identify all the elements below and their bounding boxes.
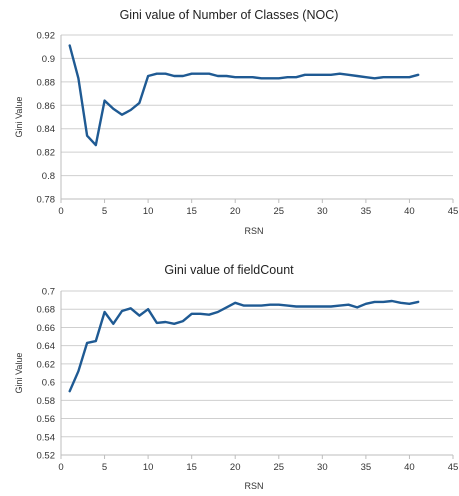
chart-fieldcount: Gini value of fieldCount 0.52 0.54 0.56 0.58… <box>0 248 459 496</box>
y-tick-label: 0.52 <box>37 451 56 462</box>
chart-title: Gini value of fieldCount <box>164 263 294 277</box>
y-tick-label: 0.7 <box>42 287 55 298</box>
y-tick-label: 0.6 <box>42 378 55 389</box>
chart-title: Gini value of Number of Classes (NOC) <box>120 8 339 22</box>
x-axis-label: RSN <box>244 481 263 491</box>
x-tick-label: 0 <box>58 206 63 217</box>
y-tick-label: 0.86 <box>37 101 56 112</box>
chart-noc-svg: Gini value of Number of Classes (NOC) 0.7… <box>14 8 459 236</box>
series-line <box>68 44 420 147</box>
x-tick-label: 30 <box>317 206 328 217</box>
chart-noc: Gini value of Number of Classes (NOC) 0.7… <box>14 8 459 236</box>
y-axis-label: Gini Value <box>14 97 24 138</box>
y-tick-label: 0.82 <box>37 148 56 159</box>
y-tick-label: 0.8 <box>42 171 55 182</box>
x-tick-label: 15 <box>186 206 197 217</box>
y-tick-label: 0.64 <box>37 341 56 352</box>
x-tick-label: 45 <box>448 206 459 217</box>
chart-fieldcount-svg: Gini value of fieldCount 0.52 0.54 0.56 0.58… <box>14 263 459 491</box>
x-tick-label: 40 <box>404 462 415 473</box>
x-tick-label: 35 <box>361 206 372 217</box>
x-tick-label: 30 <box>317 462 328 473</box>
x-tick-label: 45 <box>448 462 459 473</box>
x-tick-label: 0 <box>58 462 63 473</box>
y-tick-label: 0.66 <box>37 323 56 334</box>
x-tick-label: 10 <box>143 206 154 217</box>
y-tick-label: 0.54 <box>37 432 56 443</box>
y-tick-label: 0.78 <box>37 195 56 206</box>
y-tick-label: 0.92 <box>37 31 56 42</box>
y-tick-label: 0.62 <box>37 359 56 370</box>
y-tick-label: 0.68 <box>37 305 56 316</box>
x-tick-label: 5 <box>102 462 107 473</box>
y-tick-label: 0.88 <box>37 77 56 88</box>
x-tick-label: 5 <box>102 206 107 217</box>
x-tick-label: 10 <box>143 462 154 473</box>
x-tick-label: 40 <box>404 206 415 217</box>
x-tick-label: 15 <box>186 462 197 473</box>
x-tick-label: 20 <box>230 462 241 473</box>
y-tick-label: 0.84 <box>37 124 56 135</box>
y-tick-label: 0.58 <box>37 396 56 407</box>
series-line <box>68 299 420 393</box>
x-tick-label: 35 <box>361 462 372 473</box>
y-tick-label: 0.56 <box>37 414 56 425</box>
y-axis-label: Gini Value <box>14 353 24 394</box>
y-tick-label: 0.9 <box>42 54 55 65</box>
x-tick-label: 25 <box>273 206 284 217</box>
x-axis-label: RSN <box>244 226 263 236</box>
x-tick-label: 20 <box>230 206 241 217</box>
x-tick-label: 25 <box>273 462 284 473</box>
